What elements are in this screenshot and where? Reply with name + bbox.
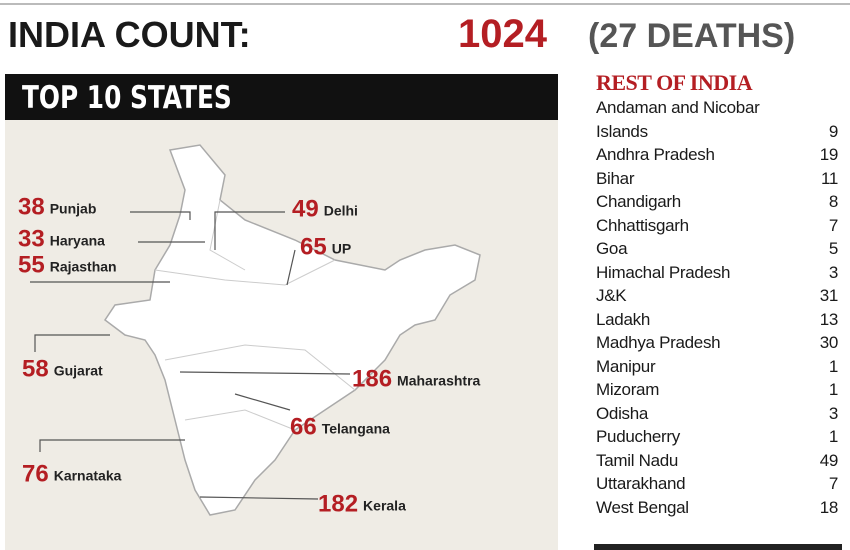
state-count: 33: [18, 225, 45, 252]
table-row: Chandigarh 8: [596, 190, 838, 214]
leader-line: [234, 393, 291, 411]
table-row: Goa 5: [596, 237, 838, 261]
state-count: 19: [819, 145, 839, 164]
state-name: Gujarat: [54, 363, 103, 379]
rule: [0, 3, 850, 5]
state-name: J&K: [596, 286, 627, 305]
state-count: 3: [828, 262, 838, 282]
state-count: 8: [828, 192, 838, 211]
state-name: Kerala: [363, 498, 406, 514]
state-name: Karnataka: [54, 468, 122, 484]
state-name: Ladakh: [596, 309, 650, 329]
leader-line: [214, 211, 285, 250]
state-name: Telangana: [322, 421, 390, 437]
state-count: 49: [292, 195, 319, 222]
state-name: Rajasthan: [50, 259, 117, 275]
state-count: 7: [828, 474, 838, 493]
deaths: (27 DEATHS): [588, 17, 796, 55]
table-row: Madhya Pradesh 30: [596, 331, 838, 355]
state-count: 9: [828, 121, 838, 141]
table-row: Odisha 3: [596, 402, 838, 426]
leader-line: [39, 439, 185, 452]
state-count: 55: [18, 251, 45, 278]
table-row: West Bengal 18: [596, 496, 838, 520]
table-row: Andaman and Nicobar Islands 9: [596, 96, 838, 143]
rest-table: Andaman and Nicobar Islands 9 Andhra Prade…: [596, 96, 838, 519]
leader-line: [34, 334, 110, 352]
state-count: 76: [22, 460, 49, 487]
state-name: Bihar: [596, 168, 635, 188]
state-name: Delhi: [324, 203, 358, 219]
state-count: 66: [290, 413, 317, 440]
table-row: J&K 31: [596, 284, 838, 308]
table-row: Mizoram 1: [596, 378, 838, 402]
state-count: 49: [819, 450, 839, 470]
table-row: Bihar 11: [596, 167, 838, 191]
rest-title: REST OF INDIA: [596, 70, 753, 95]
state-name: Maharashtra: [397, 373, 480, 389]
table-row: Himachal Pradesh 3: [596, 261, 838, 285]
state-name: Himachal Pradesh: [596, 262, 731, 282]
state-name: Tamil Nadu: [596, 450, 679, 470]
table-row: Chhattisgarh 7: [596, 214, 838, 238]
title: INDIA COUNT:: [8, 14, 251, 55]
state-name: UP: [332, 241, 351, 257]
state-count: 31: [819, 286, 839, 305]
state-name: Chhattisgarh: [596, 215, 689, 235]
table-row: Uttarakhand 7: [596, 472, 838, 496]
state-name: Puducherry: [596, 427, 680, 446]
map: 38 Punjab 33 Haryana 55 Rajasthan 49 Delhi 65 UP 5…: [18, 144, 481, 517]
state-count: 13: [819, 309, 839, 329]
leader-line: [286, 249, 296, 286]
state-count: 182: [318, 490, 358, 517]
footer-bar: [594, 544, 842, 550]
leader-line: [179, 371, 351, 375]
state-name: Mizoram: [596, 380, 660, 399]
india-outline: [103, 144, 481, 516]
state-name: West Bengal: [596, 497, 689, 517]
state-count: 1: [828, 427, 838, 446]
state-name: Madhya Pradesh: [596, 333, 721, 352]
state-name: Manipur: [596, 356, 656, 376]
table-row: Andhra Pradesh 19: [596, 143, 838, 167]
table-row: Ladakh 13: [596, 308, 838, 332]
state-count: 5: [828, 239, 838, 258]
panel-bar: [5, 74, 558, 120]
state-name: Punjab: [50, 201, 97, 217]
state-name: Haryana: [50, 233, 105, 249]
table-row: Manipur 1: [596, 355, 838, 379]
state-count: 186: [352, 365, 392, 392]
table-row: Tamil Nadu 49: [596, 449, 838, 473]
state-count: 30: [819, 333, 839, 352]
state-count: 11: [820, 168, 838, 188]
state-count: 3: [828, 403, 838, 423]
state-count: 1: [828, 380, 838, 399]
state-borders: [154, 199, 356, 431]
leader-line: [199, 496, 319, 500]
state-name: Andhra Pradesh: [596, 145, 715, 164]
panel-title: TOP 10 STATES: [22, 80, 232, 116]
state-name: Odisha: [596, 403, 649, 423]
state-count: 18: [819, 497, 839, 517]
state-name: Goa: [596, 239, 628, 258]
state-count: 7: [828, 215, 838, 235]
state-name: Andaman and Nicobar Islands: [596, 98, 760, 141]
state-count: 65: [300, 233, 327, 260]
table-row: Puducherry 1: [596, 425, 838, 449]
state-count: 58: [22, 355, 49, 382]
state-count: 38: [18, 193, 45, 220]
total-count: 1024: [458, 12, 547, 56]
state-name: Chandigarh: [596, 192, 681, 211]
state-count: 1: [828, 356, 838, 376]
state-name: Uttarakhand: [596, 474, 686, 493]
leader-line: [130, 211, 191, 220]
